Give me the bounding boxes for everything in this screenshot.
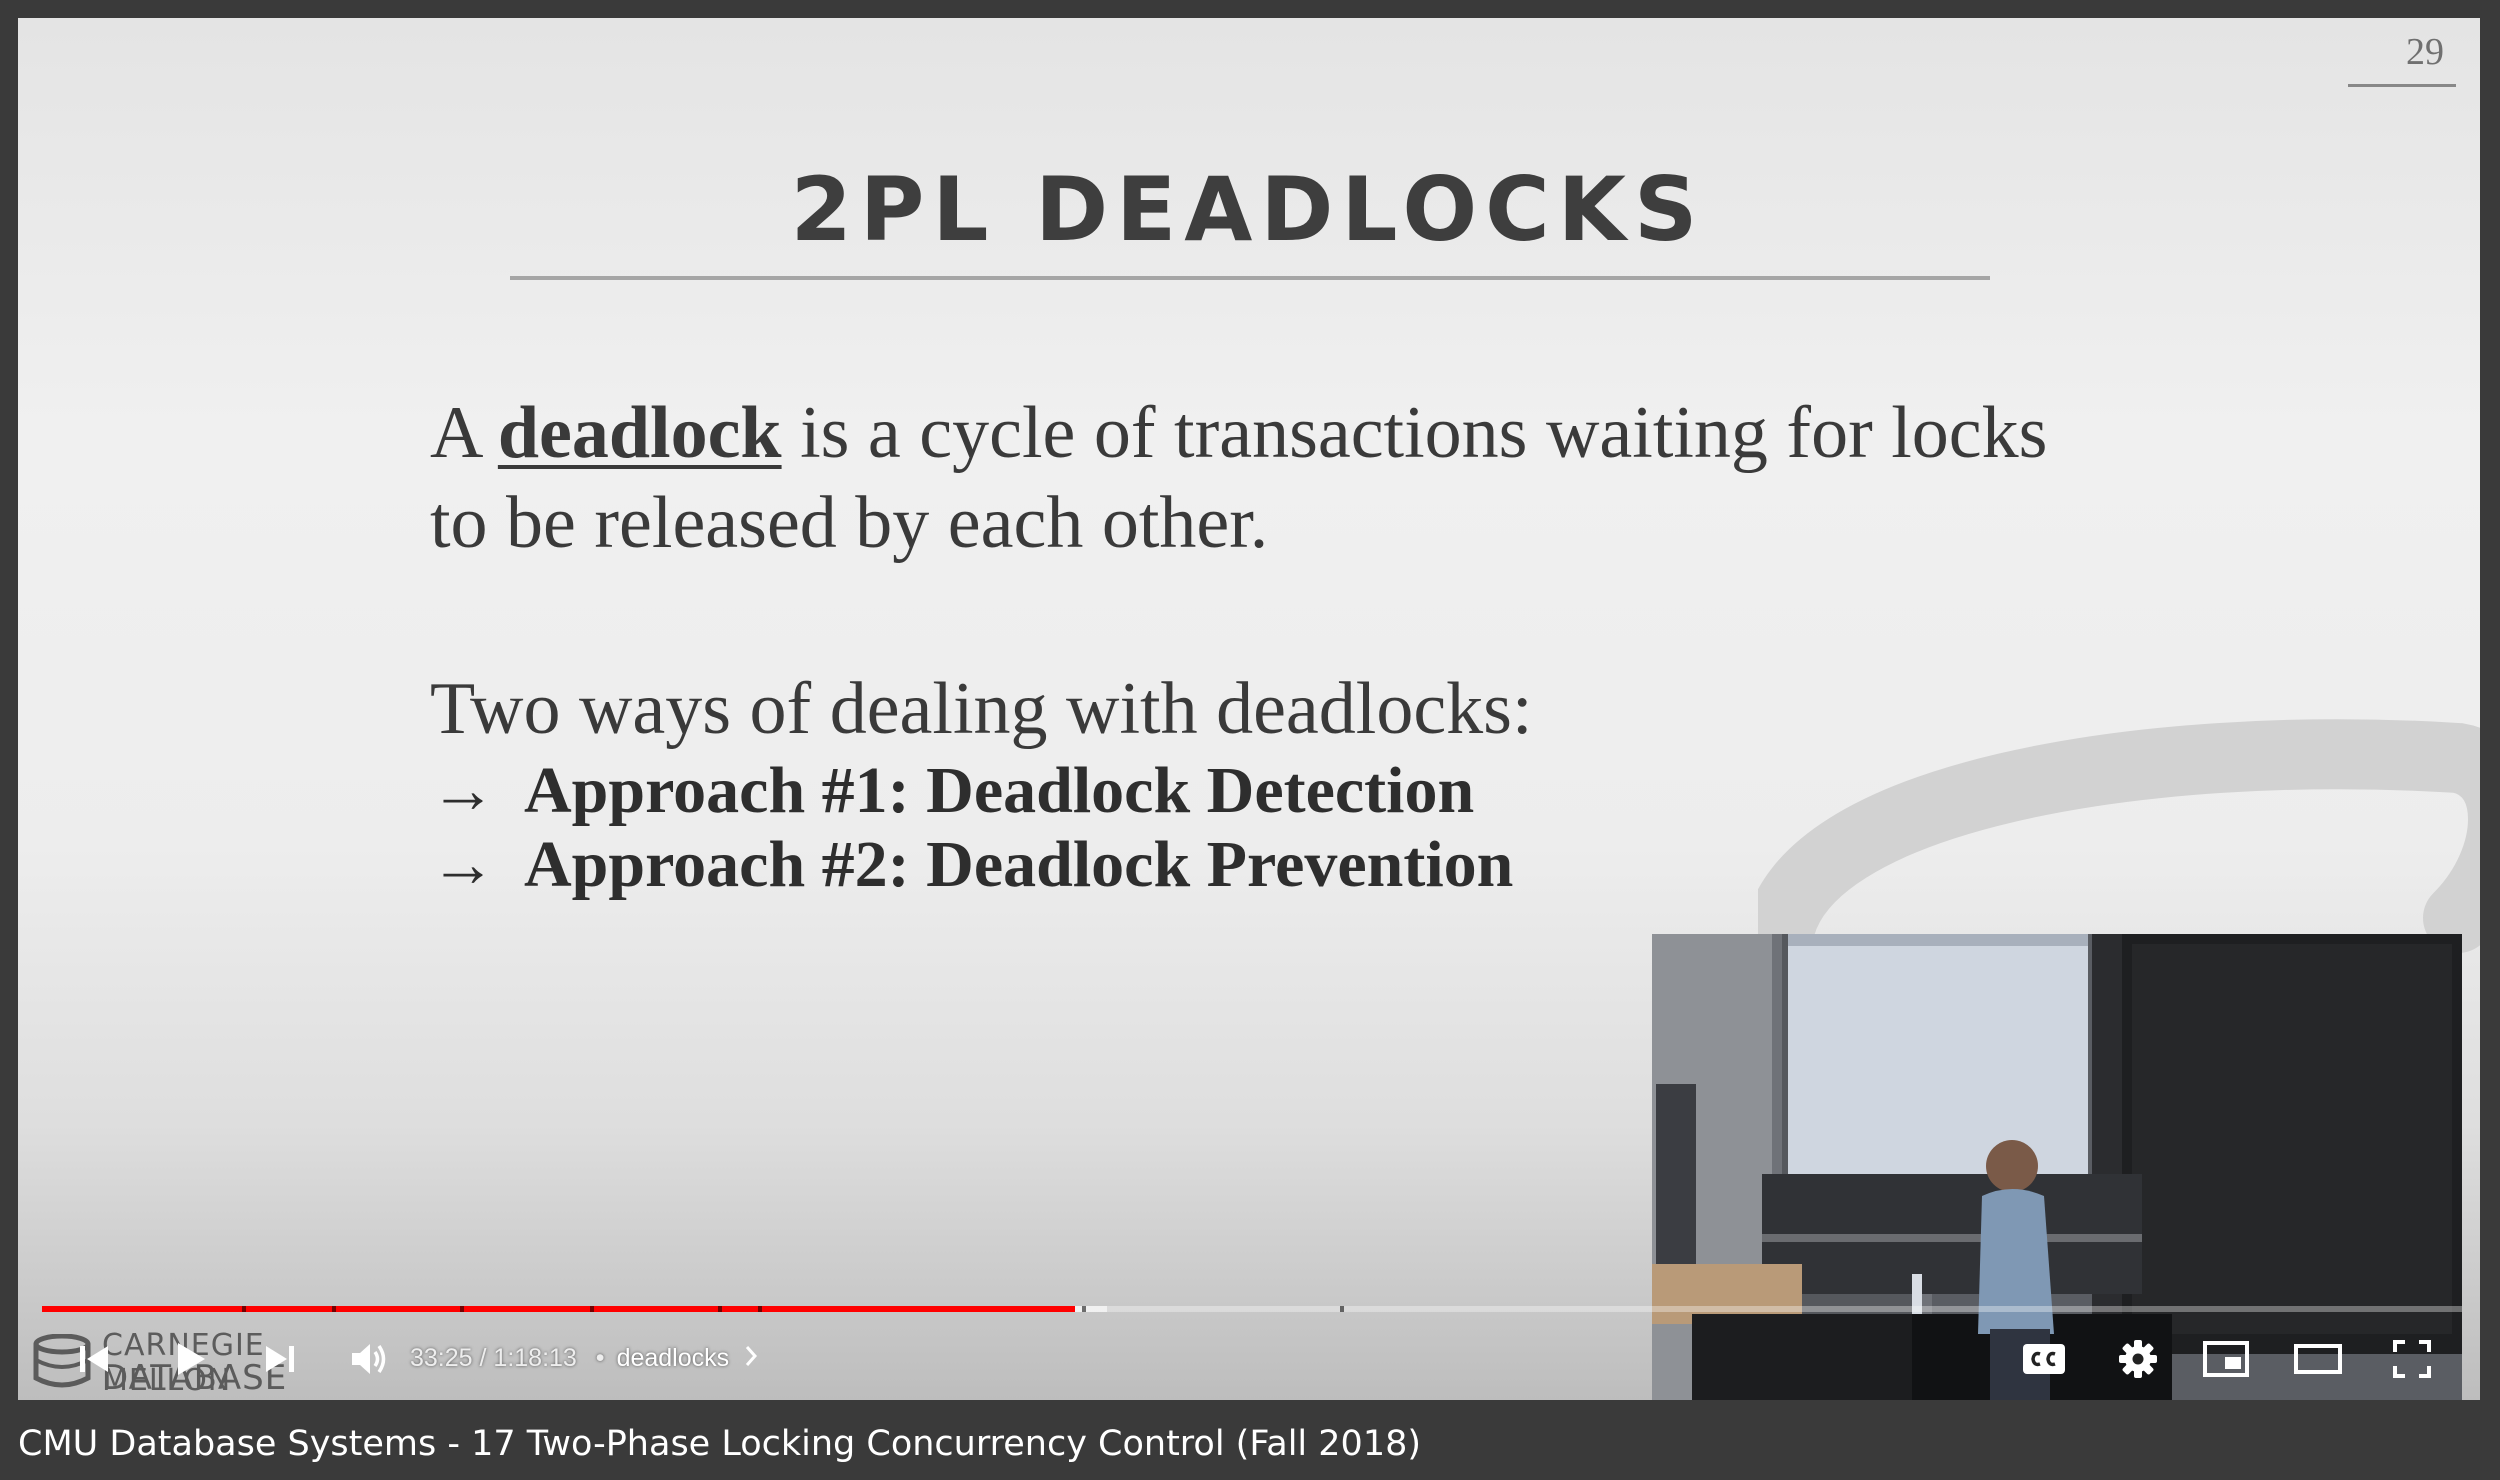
bullet-text: Approach #2: Deadlock Prevention (524, 828, 1514, 901)
chapter-marker (242, 1306, 246, 1312)
chapter-marker (332, 1306, 336, 1312)
chapter-marker (718, 1306, 722, 1312)
approaches-lead: Two ways of dealing with deadlocks: (430, 668, 1533, 750)
next-icon[interactable] (258, 1336, 302, 1382)
slide-number: 29 (2348, 30, 2456, 87)
slide-title: 2PL DEADLOCKS (790, 158, 1706, 261)
arrow-icon: → (430, 828, 496, 901)
previous-icon[interactable] (72, 1336, 116, 1382)
video-title[interactable]: CMU Database Systems - 17 Two-Phase Lock… (18, 1424, 1422, 1464)
chapter-dot: • (595, 1344, 605, 1372)
miniplayer-icon[interactable] (2198, 1336, 2254, 1382)
captions-icon[interactable] (2018, 1336, 2070, 1382)
arrow-icon: → (430, 754, 496, 827)
theater-mode-icon[interactable] (2290, 1336, 2346, 1382)
definition-prefix: A (430, 392, 498, 474)
title-divider (510, 276, 1990, 280)
video-player[interactable]: 29 2PL DEADLOCKS A deadlock is a cycle o… (18, 18, 2480, 1400)
fullscreen-icon[interactable] (2386, 1336, 2438, 1382)
played-fill (42, 1306, 1076, 1312)
player-controls: CARNEGIE MELLON DATABASE GROUP 33:25 / 1… (18, 1318, 2480, 1400)
chapter-marker (1082, 1306, 1086, 1312)
chapter-marker (758, 1306, 762, 1312)
slide-body: A deadlock is a cycle of transactions wa… (430, 388, 2050, 902)
definition-paragraph: A deadlock is a cycle of transactions wa… (430, 388, 2050, 568)
chevron-right-icon[interactable] (743, 1344, 759, 1375)
chapter-marker (1340, 1306, 1344, 1312)
chapter-marker (590, 1306, 594, 1312)
duration: 1:18:13 (493, 1344, 577, 1372)
definition-rest: is a cycle of transactions waiting for l… (430, 392, 2048, 564)
chapter-title[interactable]: deadlocks (616, 1344, 730, 1372)
settings-icon[interactable] (2112, 1336, 2164, 1382)
progress-bar[interactable] (42, 1306, 2462, 1312)
current-time: 33:25 (410, 1344, 473, 1372)
lecturer-webcam (1652, 934, 2462, 1400)
time-display: 33:25 / 1:18:13 • deadlocks (410, 1344, 759, 1375)
chapter-marker (460, 1306, 464, 1312)
time-separator: / (479, 1344, 487, 1372)
definition-keyword: deadlock (497, 392, 782, 474)
volume-icon[interactable] (346, 1336, 394, 1382)
bullet-item: → Approach #1: Deadlock Detection (430, 754, 2050, 828)
play-icon[interactable] (168, 1336, 212, 1382)
bullet-text: Approach #1: Deadlock Detection (524, 754, 1475, 827)
bullet-item: → Approach #2: Deadlock Prevention (430, 828, 2050, 902)
